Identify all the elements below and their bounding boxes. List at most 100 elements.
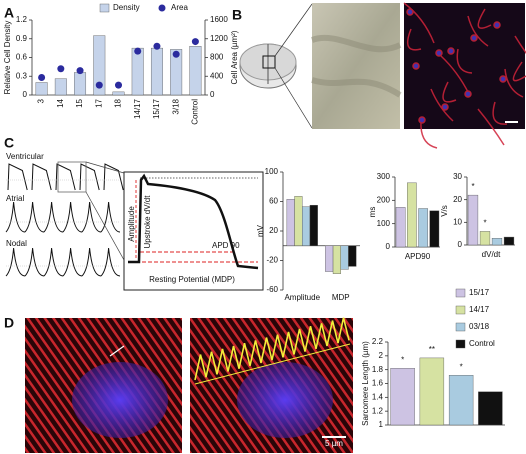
fiber bbox=[477, 8, 492, 29]
bar bbox=[189, 46, 202, 96]
ap-trace bbox=[7, 163, 124, 191]
y-tick-label: 0 bbox=[386, 242, 391, 251]
y-tick-label: 1.2 bbox=[16, 15, 28, 24]
legend-label: 14/17 bbox=[469, 305, 490, 314]
y-tick-label: 30 bbox=[453, 172, 462, 181]
x-tick-label: 15 bbox=[75, 98, 84, 107]
nucleus-dot bbox=[493, 21, 501, 29]
dot bbox=[76, 67, 84, 75]
legend-label: Density bbox=[113, 3, 140, 12]
trace-label: Nodal bbox=[6, 239, 27, 248]
bar bbox=[332, 245, 341, 274]
y-tick-label: 10 bbox=[453, 217, 462, 226]
y-tick-label: 300 bbox=[377, 172, 391, 181]
dot bbox=[57, 65, 65, 73]
significance-mark: * bbox=[460, 362, 463, 371]
dot bbox=[115, 81, 122, 89]
x-tick-label: 14/17 bbox=[133, 98, 142, 119]
significance-mark: ** bbox=[429, 345, 435, 354]
ap-label: APD 90 bbox=[212, 241, 240, 250]
y-tick-label: 0.9 bbox=[16, 34, 28, 43]
nucleus-dot bbox=[418, 116, 426, 124]
ap-label: Resting Potential (MDP) bbox=[149, 275, 235, 284]
bar bbox=[418, 208, 428, 248]
nucleus-dot bbox=[435, 49, 443, 57]
bar bbox=[112, 91, 125, 96]
bar bbox=[478, 391, 503, 426]
y-tick-label: 1.8 bbox=[372, 365, 384, 374]
bar bbox=[491, 237, 503, 246]
bar bbox=[286, 199, 295, 246]
x-tick-label: 3/18 bbox=[171, 98, 180, 114]
significance-mark: * bbox=[401, 355, 404, 364]
scale-label: 5 µm bbox=[325, 439, 343, 448]
x-tick-label: Control bbox=[190, 99, 199, 125]
bar bbox=[503, 236, 515, 246]
y-tick-label: 1.6 bbox=[372, 379, 384, 388]
x-tick-label: 3 bbox=[37, 98, 46, 103]
fiber bbox=[512, 61, 526, 82]
legend-swatch bbox=[455, 322, 466, 332]
bar bbox=[467, 194, 479, 246]
y-tick-label: 200 bbox=[377, 195, 391, 204]
x-tick-label: 15/17 bbox=[152, 98, 161, 119]
x-tick-label: 17 bbox=[94, 98, 103, 107]
dot bbox=[172, 50, 180, 58]
bar bbox=[35, 82, 48, 96]
fiber bbox=[514, 35, 526, 55]
bar bbox=[54, 78, 67, 96]
bar bbox=[348, 245, 357, 267]
fiber bbox=[467, 15, 489, 47]
x-tick-label: Amplitude bbox=[284, 293, 320, 302]
x-axis-label: APD90 bbox=[405, 252, 431, 261]
y2-axis-label: Cell Area (µm²) bbox=[230, 30, 239, 84]
dot bbox=[95, 81, 103, 89]
fiber bbox=[420, 121, 438, 149]
legend-label: 03/18 bbox=[469, 322, 490, 331]
trace-label: Atrial bbox=[6, 194, 24, 203]
bar bbox=[448, 375, 474, 426]
y-tick-label: 20 bbox=[269, 226, 278, 235]
nucleus-dot bbox=[441, 103, 449, 111]
significance-mark: * bbox=[471, 182, 474, 191]
bar bbox=[74, 72, 87, 96]
legend-swatch bbox=[455, 339, 466, 349]
ap-trace bbox=[5, 201, 121, 233]
y-tick-label: -20 bbox=[266, 256, 278, 265]
significance-mark: * bbox=[483, 219, 486, 228]
bar bbox=[302, 206, 311, 246]
x-tick-label: 18 bbox=[114, 98, 123, 107]
y-tick-label: 0.6 bbox=[16, 53, 28, 62]
bar bbox=[170, 49, 183, 96]
dot bbox=[38, 73, 46, 81]
y-tick-label: 60 bbox=[269, 197, 278, 206]
panel-label: B bbox=[232, 7, 242, 23]
y-tick-label: 2 bbox=[379, 351, 384, 360]
legend-swatch bbox=[99, 3, 110, 13]
bar bbox=[325, 245, 334, 272]
legend-label: Control bbox=[469, 339, 495, 348]
bar bbox=[429, 210, 440, 248]
y-axis-label: Sarcomere Length (µm) bbox=[361, 341, 370, 426]
device-sketch bbox=[239, 3, 313, 129]
bar bbox=[407, 182, 417, 248]
bar bbox=[150, 47, 163, 96]
y-tick-label: 2.2 bbox=[372, 337, 384, 346]
nucleus-dot bbox=[464, 90, 472, 98]
y-tick-label: 100 bbox=[265, 167, 279, 176]
nucleus-dot bbox=[406, 8, 414, 16]
dot bbox=[191, 38, 199, 46]
fiber bbox=[403, 2, 435, 44]
y-axis-label: Relative Cell Density bbox=[3, 21, 12, 95]
legend-swatch bbox=[455, 305, 466, 315]
ap-label: Upstroke dV/dt bbox=[143, 195, 152, 249]
x-axis-label: dV/dt bbox=[482, 250, 501, 259]
fiber bbox=[477, 108, 505, 146]
bar bbox=[390, 368, 415, 426]
y-tick-label: 1.2 bbox=[372, 406, 384, 415]
y-tick-label: 0.3 bbox=[16, 71, 28, 80]
fiber bbox=[504, 68, 524, 98]
x-tick-label: 14 bbox=[56, 98, 65, 107]
legend-swatch bbox=[158, 4, 166, 12]
